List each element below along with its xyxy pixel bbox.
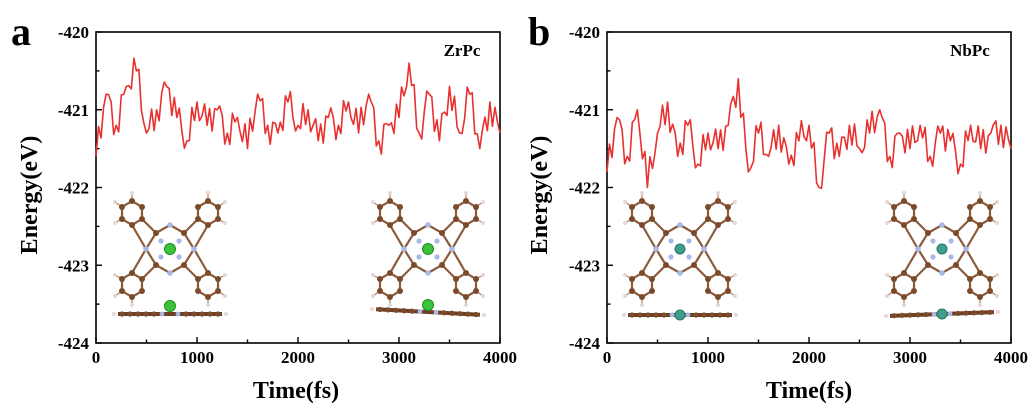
y-tick-label-b-4: -424 <box>569 334 601 353</box>
y-tick-label-a-4: -424 <box>58 334 90 353</box>
molecule-top-view-b-1 <box>623 191 737 307</box>
molecule-side-view-a-2 <box>370 300 486 318</box>
x-axis-title-b: Time(fs) <box>766 378 852 404</box>
x-tick-label-b-0: 0 <box>603 348 612 367</box>
plot-frame-a <box>95 31 501 344</box>
x-tick-label-a-2: 2000 <box>281 348 315 367</box>
series-label-a: ZrPc <box>444 41 481 60</box>
molecule-top-view-b-2 <box>885 191 999 307</box>
energy-trace-b <box>606 77 1012 190</box>
panel-letter-b: b <box>528 9 550 54</box>
x-tick-label-a-3: 3000 <box>382 348 416 367</box>
y-tick-label-a-1: -421 <box>58 101 89 120</box>
x-axis-title-a: Time(fs) <box>253 378 339 404</box>
x-tick-label-b-3: 3000 <box>893 348 927 367</box>
axis-ticks-b: 0 1000 2000 3000 4000 -420 -421 -422 -423 -424 <box>569 23 1028 367</box>
panel-b: b Energy(eV) Time(fs) 0 1000 2000 3000 4000 -… <box>527 9 1028 404</box>
x-tick-label-b-1: 1000 <box>691 348 725 367</box>
x-tick-label-a-1: 1000 <box>180 348 214 367</box>
x-tick-label-a-0: 0 <box>92 348 101 367</box>
y-tick-label-b-2: -422 <box>569 179 600 198</box>
y-tick-label-b-1: -421 <box>569 101 600 120</box>
series-label-b: NbPc <box>950 41 990 60</box>
panel-a: a Energy(eV) Time(fs) 0 1000 2000 3000 4000 -… <box>11 9 517 404</box>
y-tick-label-a-2: -422 <box>58 179 89 198</box>
molecule-side-view-b-1 <box>622 310 738 320</box>
y-axis-title-a: Energy(eV) <box>17 136 43 255</box>
molecule-top-view-a-2 <box>371 191 485 307</box>
y-tick-label-b-0: -420 <box>569 23 600 42</box>
y-tick-label-b-3: -423 <box>569 256 600 275</box>
y-tick-label-a-3: -423 <box>58 256 89 275</box>
x-tick-label-b-2: 2000 <box>792 348 826 367</box>
y-axis-title-b: Energy(eV) <box>527 136 553 255</box>
molecule-side-view-b-2 <box>884 309 1000 319</box>
x-tick-label-b-4: 4000 <box>994 348 1028 367</box>
panel-letter-a: a <box>11 9 31 54</box>
x-tick-label-a-4: 4000 <box>483 348 517 367</box>
axis-ticks-a: 0 1000 2000 3000 4000 -420 -421 -422 -423 -424 <box>58 23 517 367</box>
molecule-side-view-a-1 <box>112 301 228 317</box>
plot-frame-b <box>606 31 1012 344</box>
y-tick-label-a-0: -420 <box>58 23 89 42</box>
energy-trace-a <box>95 57 501 157</box>
molecule-top-view-a-1 <box>113 191 227 307</box>
